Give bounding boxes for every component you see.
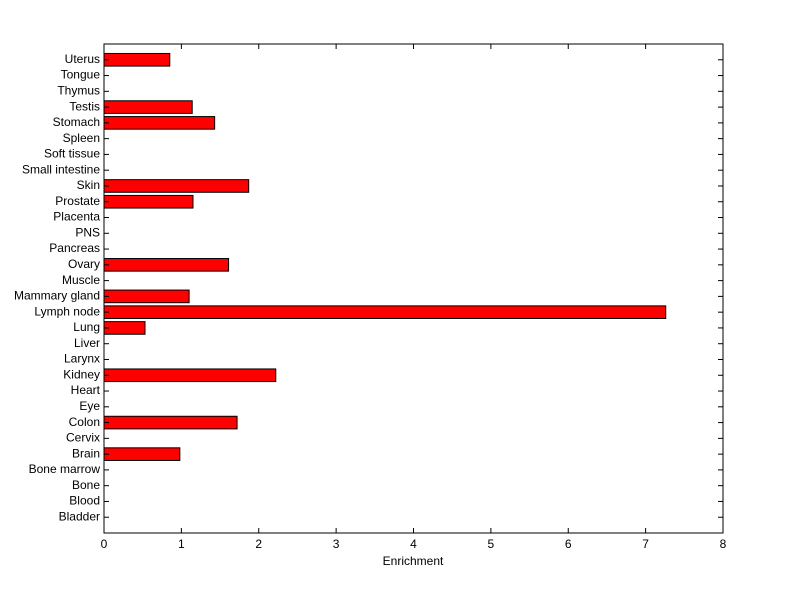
x-axis-label: Enrichment bbox=[383, 554, 444, 568]
y-tick-label: Uterus bbox=[65, 52, 100, 66]
y-tick-label: Ovary bbox=[68, 257, 100, 271]
y-tick-label: Lung bbox=[73, 320, 100, 334]
y-tick-label: Bladder bbox=[59, 509, 100, 523]
y-tick-label: Prostate bbox=[55, 194, 100, 208]
y-tick-label: Brain bbox=[72, 446, 100, 460]
y-tick-label: Spleen bbox=[63, 131, 100, 145]
y-tick-label: Cervix bbox=[66, 431, 100, 445]
y-tick-label: Mammary gland bbox=[14, 289, 100, 303]
y-tick-label: Small intestine bbox=[22, 162, 100, 176]
y-tick-label: Larynx bbox=[64, 352, 100, 366]
x-tick-label: 3 bbox=[333, 537, 340, 551]
bar bbox=[103, 368, 277, 383]
y-tick-label: Bone bbox=[72, 478, 100, 492]
x-tick-label: 2 bbox=[255, 537, 262, 551]
bar bbox=[103, 52, 171, 67]
x-tick-label: 6 bbox=[565, 537, 572, 551]
x-tick-label: 8 bbox=[720, 537, 727, 551]
plot-frame bbox=[103, 43, 724, 534]
y-tick-label: Skin bbox=[77, 178, 100, 192]
bar bbox=[103, 179, 250, 193]
bar bbox=[103, 194, 194, 209]
bar bbox=[103, 116, 216, 130]
y-tick-label: Kidney bbox=[63, 367, 100, 381]
y-tick-label: Heart bbox=[71, 383, 101, 397]
x-tick-label: 1 bbox=[178, 537, 185, 551]
y-tick-label: Stomach bbox=[53, 115, 100, 129]
y-tick-label: Soft tissue bbox=[44, 147, 100, 161]
y-tick-label: PNS bbox=[75, 225, 100, 239]
y-tick-label: Muscle bbox=[62, 273, 100, 287]
bar bbox=[103, 258, 230, 272]
y-tick-label: Pancreas bbox=[49, 241, 100, 255]
y-tick-label: Liver bbox=[74, 336, 100, 350]
bar bbox=[103, 321, 146, 335]
x-tick-label: 5 bbox=[488, 537, 495, 551]
y-tick-label: Testis bbox=[69, 99, 100, 113]
y-tick-label: Bone marrow bbox=[29, 462, 101, 476]
x-tick-label: 4 bbox=[410, 537, 417, 551]
y-tick-label: Colon bbox=[69, 415, 100, 429]
x-tick-label: 0 bbox=[101, 537, 108, 551]
y-tick-label: Thymus bbox=[57, 83, 100, 97]
y-tick-label: Lymph node bbox=[34, 304, 100, 318]
x-tick-label: 7 bbox=[642, 537, 649, 551]
y-tick-label: Eye bbox=[79, 399, 100, 413]
y-tick-label: Tongue bbox=[61, 68, 101, 82]
y-tick-label: Placenta bbox=[53, 210, 100, 224]
bar bbox=[103, 100, 193, 114]
bar bbox=[103, 305, 667, 319]
bar bbox=[103, 415, 238, 430]
y-tick-label: Blood bbox=[69, 494, 100, 508]
bar bbox=[103, 289, 190, 304]
bar bbox=[103, 447, 181, 461]
